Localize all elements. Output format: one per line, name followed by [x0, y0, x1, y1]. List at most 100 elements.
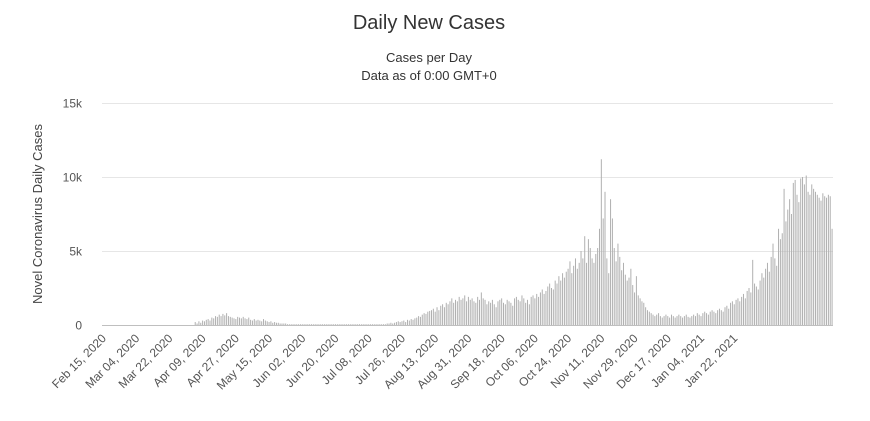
bar[interactable] — [613, 248, 615, 325]
bar[interactable] — [347, 324, 349, 325]
bar[interactable] — [316, 324, 318, 325]
bar[interactable] — [587, 239, 589, 325]
bar[interactable] — [665, 314, 667, 325]
bar[interactable] — [264, 320, 266, 325]
bar[interactable] — [394, 322, 396, 325]
bar[interactable] — [421, 314, 423, 325]
bar[interactable] — [383, 324, 385, 325]
bar[interactable] — [748, 288, 750, 325]
bar[interactable] — [263, 319, 265, 325]
bar[interactable] — [532, 295, 534, 325]
bar[interactable] — [826, 197, 828, 325]
bar[interactable] — [615, 261, 617, 325]
bar[interactable] — [266, 321, 268, 325]
bar[interactable] — [772, 243, 774, 325]
bar[interactable] — [632, 285, 634, 325]
bar[interactable] — [676, 316, 678, 325]
bar[interactable] — [597, 248, 599, 325]
bar[interactable] — [226, 313, 228, 325]
bar[interactable] — [298, 324, 300, 325]
bar[interactable] — [237, 316, 239, 325]
bar[interactable] — [467, 296, 469, 325]
bar[interactable] — [399, 322, 401, 325]
bar[interactable] — [200, 322, 202, 325]
bar[interactable] — [610, 199, 612, 325]
bar[interactable] — [574, 258, 576, 325]
bar[interactable] — [333, 324, 335, 325]
bar[interactable] — [371, 324, 373, 325]
bar[interactable] — [608, 273, 610, 325]
bar[interactable] — [783, 188, 785, 325]
bar[interactable] — [495, 307, 497, 325]
bar[interactable] — [362, 324, 364, 325]
bar[interactable] — [776, 265, 778, 325]
bar[interactable] — [466, 301, 468, 325]
bar[interactable] — [519, 301, 521, 325]
bar[interactable] — [778, 228, 780, 325]
bar[interactable] — [591, 258, 593, 325]
bar[interactable] — [464, 295, 466, 325]
bar[interactable] — [215, 316, 217, 325]
bar[interactable] — [242, 316, 244, 325]
bar[interactable] — [268, 322, 270, 325]
bar[interactable] — [573, 265, 575, 325]
bar[interactable] — [707, 314, 709, 325]
bar[interactable] — [220, 316, 222, 325]
bar[interactable] — [586, 262, 588, 325]
bar[interactable] — [805, 175, 807, 325]
bar[interactable] — [685, 314, 687, 325]
bar[interactable] — [650, 313, 652, 325]
bar[interactable] — [311, 324, 313, 325]
bar[interactable] — [528, 304, 530, 325]
bar[interactable] — [412, 319, 414, 325]
bar[interactable] — [718, 308, 720, 325]
bar[interactable] — [213, 318, 215, 325]
bar[interactable] — [259, 320, 261, 325]
bar[interactable] — [604, 191, 606, 325]
bar[interactable] — [377, 324, 379, 325]
bar[interactable] — [624, 274, 626, 325]
bar[interactable] — [390, 322, 392, 325]
bar[interactable] — [774, 258, 776, 325]
bar[interactable] — [224, 315, 226, 325]
bar[interactable] — [802, 177, 804, 325]
bar[interactable] — [731, 301, 733, 325]
bar[interactable] — [342, 324, 344, 325]
bar[interactable] — [419, 316, 421, 325]
bar[interactable] — [554, 280, 556, 325]
bar[interactable] — [285, 323, 287, 325]
bar[interactable] — [386, 323, 388, 325]
bar[interactable] — [403, 320, 405, 325]
bar[interactable] — [379, 324, 381, 325]
bar[interactable] — [351, 324, 353, 325]
bar[interactable] — [198, 321, 200, 325]
bar[interactable] — [497, 301, 499, 325]
bar[interactable] — [250, 319, 252, 325]
bar[interactable] — [431, 310, 432, 325]
bar[interactable] — [541, 289, 543, 325]
bar[interactable] — [429, 310, 431, 325]
bar[interactable] — [755, 286, 757, 325]
bar[interactable] — [281, 323, 283, 325]
bar[interactable] — [794, 179, 796, 325]
bar[interactable] — [503, 302, 504, 325]
bar[interactable] — [696, 313, 698, 325]
bar[interactable] — [765, 268, 767, 325]
bar[interactable] — [813, 188, 815, 325]
bar[interactable] — [582, 258, 584, 325]
bar[interactable] — [798, 202, 800, 325]
bar[interactable] — [456, 301, 458, 325]
bar[interactable] — [486, 304, 488, 325]
bar[interactable] — [427, 311, 429, 325]
bar[interactable] — [216, 316, 218, 325]
bar[interactable] — [530, 296, 532, 325]
bar[interactable] — [538, 296, 540, 325]
bar[interactable] — [578, 262, 580, 325]
bar[interactable] — [796, 194, 798, 325]
bar[interactable] — [757, 289, 759, 325]
bar[interactable] — [536, 293, 538, 325]
bar[interactable] — [359, 324, 361, 325]
bar[interactable] — [639, 298, 641, 325]
bar[interactable] — [301, 324, 303, 325]
bar[interactable] — [634, 292, 636, 325]
